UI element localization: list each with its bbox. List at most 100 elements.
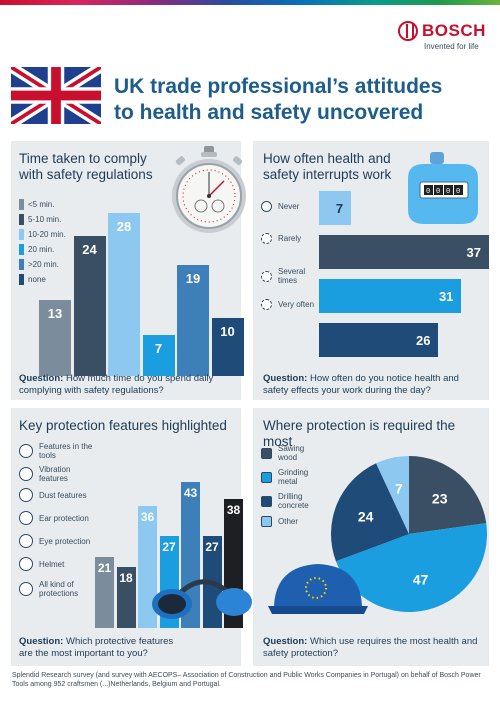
protection-icon xyxy=(19,467,33,481)
page-title: UK trade professional’s attitudes to hea… xyxy=(114,75,443,124)
bar-label: 18 xyxy=(119,570,133,585)
bar-label: 38 xyxy=(226,502,241,517)
legend-item: 10-20 min. xyxy=(19,229,66,240)
question: Question: Which use requires the most he… xyxy=(263,636,478,659)
bar-label: 7 xyxy=(154,341,163,357)
frequency-icon xyxy=(261,233,272,244)
bar-area: 13 24 28 7 19 10 xyxy=(39,181,244,376)
panel-protection-features: Key protection features highlighted 21 18… xyxy=(11,408,243,666)
bar-label: 27 xyxy=(162,540,176,555)
legend-item: 5-10 min. xyxy=(19,214,61,225)
tool-icon xyxy=(261,447,272,459)
tool-icon xyxy=(261,495,272,507)
brand-tagline: Invented for life xyxy=(424,42,479,51)
bar: 7 xyxy=(142,335,175,376)
bar-label: 26 xyxy=(415,332,431,348)
legend-item: >20 min. xyxy=(19,259,59,270)
panel-title: How often health and safety interrupts w… xyxy=(263,151,392,182)
bar-label: 13 xyxy=(47,306,63,322)
legend-item: none xyxy=(19,274,46,285)
legend-swatch xyxy=(19,214,24,225)
bar-label: 31 xyxy=(438,288,454,304)
uk-flag-icon xyxy=(11,67,101,124)
svg-text:0: 0 xyxy=(436,188,440,196)
legend-item: 20 min. xyxy=(19,244,54,255)
svg-text:0: 0 xyxy=(456,188,460,196)
question: Question: How often do you notice health… xyxy=(263,373,459,396)
panel-title: Where protection is required the most xyxy=(263,418,456,449)
stopwatch-icon xyxy=(172,146,246,233)
bar-label: 19 xyxy=(185,271,201,287)
legend-item: Never xyxy=(261,201,319,212)
pie-chart: 23 47 24 7 xyxy=(331,456,487,612)
legend-item: Drilling concrete xyxy=(261,492,323,510)
panel-interrupts-work: How often health and safety interrupts w… xyxy=(253,141,489,400)
brand-name: BOSCH xyxy=(422,21,486,40)
legend-item: All kind of protections xyxy=(19,580,97,598)
bosch-logo: BOSCH Invented for life xyxy=(394,13,490,57)
protection-icon xyxy=(19,511,33,525)
legend-item: Several times xyxy=(261,267,319,285)
bar: 28 xyxy=(108,212,140,376)
bar: 18 xyxy=(116,566,136,628)
bar: 7 xyxy=(319,191,352,225)
bar-label: 43 xyxy=(183,485,198,500)
bar: 21 xyxy=(95,556,114,628)
bar: 13 xyxy=(39,300,71,376)
tool-icon xyxy=(261,471,272,483)
legend-item: Helmet xyxy=(19,557,97,571)
legend-item: Features in the tools xyxy=(19,442,97,460)
pie-slice-label: 7 xyxy=(395,480,403,496)
svg-text:0: 0 xyxy=(446,188,450,196)
legend-item: Dust features xyxy=(19,488,97,502)
tool-icon xyxy=(261,516,272,527)
bar-label: 28 xyxy=(116,218,132,234)
bar-label: 36 xyxy=(140,509,155,524)
legend-item: <5 min. xyxy=(19,199,54,210)
legend-swatch xyxy=(19,274,24,285)
bar: 24 xyxy=(73,236,106,376)
bar: 37 xyxy=(319,235,489,269)
bosch-armature-icon xyxy=(398,21,418,41)
pie-slice xyxy=(331,463,409,562)
bar-label: 21 xyxy=(97,560,112,575)
legend-item: Rarely xyxy=(261,233,319,244)
bar: 19 xyxy=(177,265,209,376)
bar: 36 xyxy=(138,505,157,628)
bar: 26 xyxy=(319,323,439,357)
pie-slice-label: 47 xyxy=(413,571,429,587)
legend-item: Very often xyxy=(261,299,319,310)
legend-item: Eye protection xyxy=(19,534,97,548)
protection-icon xyxy=(19,488,33,502)
question: Question: Which protective features are … xyxy=(19,636,174,659)
pie-slice xyxy=(335,523,487,612)
bar: 10 xyxy=(211,317,244,376)
bar-label: 27 xyxy=(205,540,219,555)
pie-slice-label: 24 xyxy=(358,508,374,524)
protection-icon xyxy=(19,557,33,571)
frequency-icon xyxy=(261,299,272,310)
legend-item: Other xyxy=(261,516,323,527)
bar-label: 24 xyxy=(82,242,97,257)
helmet-icon xyxy=(268,564,368,614)
question: Question: How much time do you spend dai… xyxy=(19,373,214,396)
legend-swatch xyxy=(19,259,24,270)
bar-label: 10 xyxy=(220,323,235,339)
legend-item: Grinding metal xyxy=(261,468,323,486)
bar-label: 37 xyxy=(466,244,481,260)
svg-text:0: 0 xyxy=(426,188,430,196)
legend-item: Sawing wood xyxy=(261,444,323,462)
legend-swatch xyxy=(19,244,24,255)
legend-item: Vibration features xyxy=(19,465,97,483)
footer-source-note: Splendid Research survey (and survey wit… xyxy=(12,672,481,688)
brand-color-strip xyxy=(0,0,500,5)
bar: 31 xyxy=(319,279,462,313)
panel-title: Key protection features highlighted xyxy=(19,418,227,433)
protection-icon xyxy=(19,444,33,458)
pie-slice xyxy=(409,456,487,534)
legend-item: Ear protection xyxy=(19,511,97,525)
pie-slice-label: 23 xyxy=(432,491,448,507)
panel-title: Time taken to comply with safety regulat… xyxy=(19,151,153,182)
bar: 43 xyxy=(181,481,200,628)
legend-swatch xyxy=(19,229,24,240)
